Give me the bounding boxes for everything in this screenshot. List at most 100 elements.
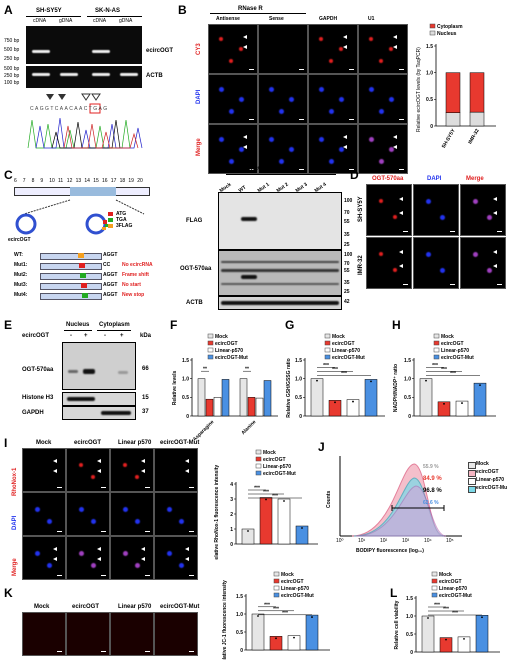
chart-h: 0 0.5 1.0 1.5 NADPH/NADP⁺ ratio MockecircOGTL… (393, 333, 496, 420)
legend-swatch (273, 571, 280, 577)
data-point (265, 498, 267, 501)
arrowhead (399, 264, 403, 268)
scale-bar (101, 651, 106, 652)
legend-swatch (324, 354, 331, 360)
micro-image (258, 74, 308, 124)
cell-label-shsy5y: SH-SY5Y (36, 8, 62, 14)
kda-marker: 55 (344, 219, 350, 225)
y-tick-label: 1.0 (406, 614, 413, 620)
scale-bar (403, 231, 408, 232)
scale-bar (189, 651, 194, 652)
y-axis-label: Relative cell viability (394, 600, 400, 649)
nucleus-dot (279, 109, 284, 114)
arrowhead (393, 45, 397, 49)
e-row: ecircOGT (22, 333, 50, 339)
col-label: Sense (269, 16, 284, 22)
sanger-chromatogram (27, 93, 143, 149)
data-point (247, 530, 249, 532)
micro-image (413, 237, 459, 289)
arrowhead (243, 35, 247, 39)
signal-dot (219, 37, 223, 41)
arrowhead (393, 35, 397, 39)
legend-swatch (273, 592, 280, 598)
data-point (427, 617, 429, 619)
cell-dot (473, 199, 478, 204)
col-label: GAPDH (319, 16, 338, 22)
arrowhead (343, 145, 347, 149)
micro-image (22, 448, 66, 492)
d-col: OGT-570aa (372, 176, 404, 182)
sig-mark: *** (443, 607, 449, 613)
arrowhead (343, 35, 347, 39)
col-label: Antisense (216, 16, 240, 22)
mutant-bar (40, 283, 102, 290)
arrowhead (493, 250, 497, 254)
legend-swatch (207, 354, 214, 360)
mutant-name: Mut3: (14, 282, 28, 288)
micro-image (366, 237, 412, 289)
blot-header: ecircOGT-3FLAG (244, 166, 293, 172)
arrowhead (393, 135, 397, 139)
nucleus-dot (319, 87, 324, 92)
cell-dot (487, 268, 492, 273)
chart-j-flow (339, 456, 462, 537)
arrowhead (243, 135, 247, 139)
mutant-note: Frame shift (122, 272, 149, 278)
bar (346, 399, 360, 417)
micro-image (154, 612, 198, 656)
panel-label-k: K (4, 586, 13, 600)
e-sign: + (120, 333, 124, 339)
micro-image (258, 124, 308, 174)
legend-3flag: 3FLAG (116, 223, 133, 229)
merge-dot (379, 159, 384, 164)
mutant-site (81, 283, 87, 288)
legend-label: Mock (439, 572, 452, 578)
mutant-name: WT: (14, 252, 23, 258)
i-col: Mock (36, 440, 52, 446)
e-blot: OGT-570aa (22, 367, 54, 373)
exon-number: 16 (102, 178, 108, 184)
exon-number: 6 (14, 178, 17, 184)
nucleus-dot (389, 97, 394, 102)
sig-mark: *** (452, 611, 458, 617)
bar (213, 397, 222, 417)
arrowhead (185, 557, 189, 561)
y-tick-label: 0.5 (404, 395, 411, 401)
size-marker: 100 bp (4, 80, 20, 86)
nucleus-dot (229, 109, 234, 114)
legend-label: Linear-p570 (281, 586, 309, 592)
e-blot: GAPDH (22, 410, 44, 416)
i-row: DAPI (12, 515, 18, 530)
arrowhead (399, 250, 403, 254)
data-point (370, 380, 372, 383)
signal-dot (123, 463, 127, 467)
legend-swatch (255, 470, 262, 476)
arrowhead (97, 557, 101, 561)
chart-i: 0 1 2 3 4 Relative RhoNox-1 fluorescence inte… (214, 449, 318, 560)
legend-swatch (324, 333, 331, 339)
size-marker: 750 bp (4, 38, 20, 44)
micro-image (460, 184, 506, 236)
x-tick: 10¹ (358, 538, 366, 544)
sig-mark: *** (264, 602, 270, 608)
nucleus-dot (179, 519, 184, 524)
legend-label: ecircOGT (439, 579, 462, 585)
sig-mark: *** (434, 603, 440, 609)
arrowhead (185, 459, 189, 463)
cell-dot (393, 215, 397, 219)
scale-bar (497, 284, 502, 285)
legend-swatch (468, 470, 476, 477)
arrowhead (393, 145, 397, 149)
y-tick-label: 1.5 (236, 594, 243, 600)
micro-image (66, 536, 110, 580)
legend-text: ecircOGT-Mut (476, 485, 507, 491)
bar (295, 525, 309, 545)
bar-nucleus (469, 111, 485, 127)
scale-bar (450, 231, 455, 232)
micro-image (154, 492, 198, 536)
legend-swatch (324, 340, 331, 346)
e-kda-val: 37 (142, 409, 149, 415)
sig-mark: *** (323, 363, 329, 369)
signal-dot (339, 47, 343, 51)
